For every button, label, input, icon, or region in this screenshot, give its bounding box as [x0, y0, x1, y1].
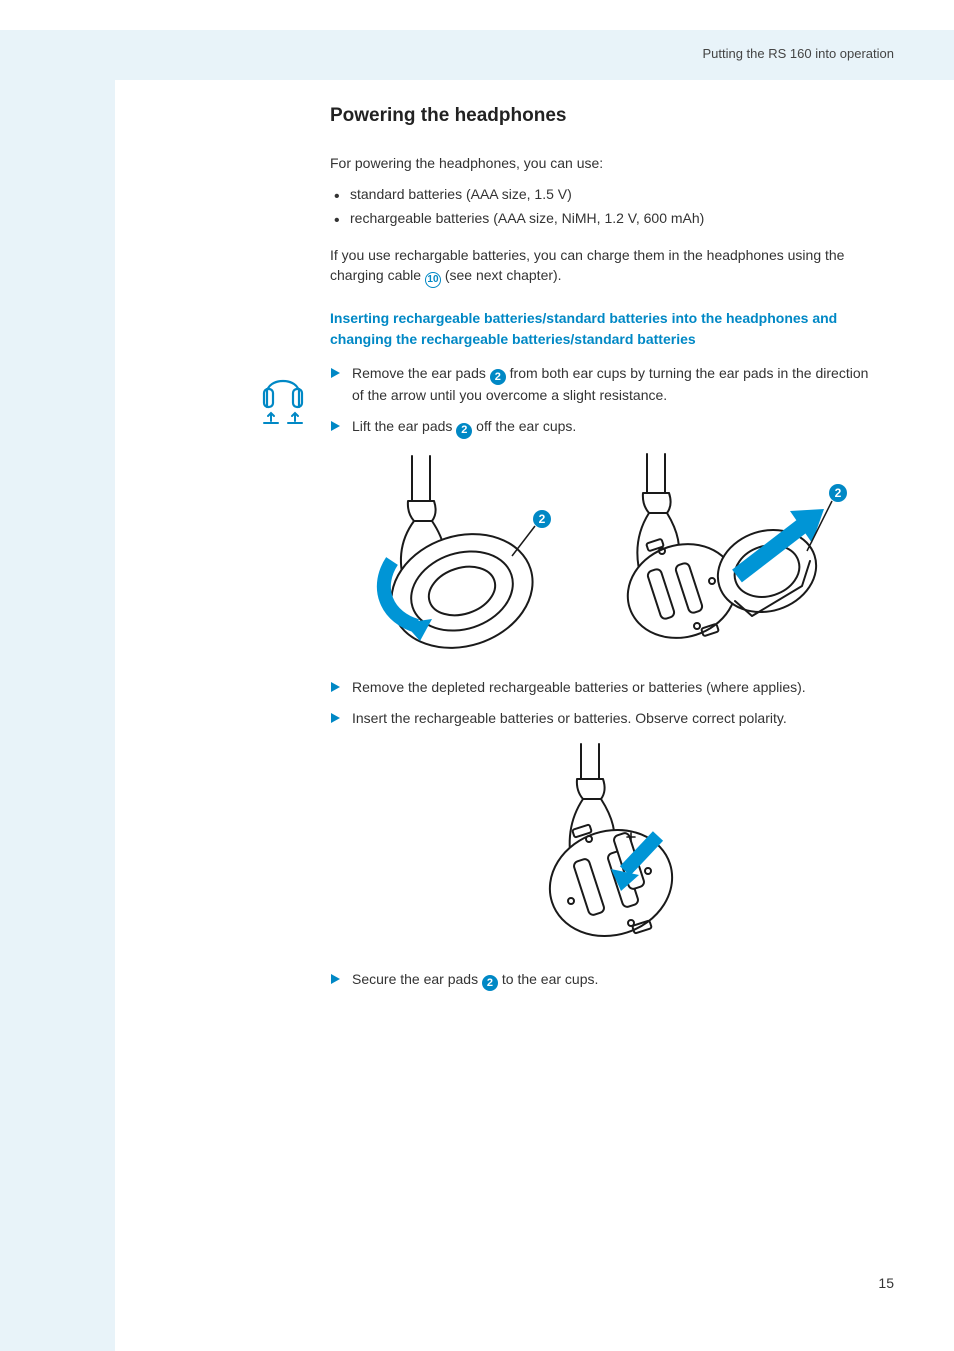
- step-bullet-icon: [330, 420, 341, 432]
- text-fragment: off the ear cups.: [472, 418, 576, 434]
- main-content: Powering the headphones For powering the…: [330, 105, 875, 1001]
- text-fragment: Remove the depleted rechargeable batteri…: [352, 679, 806, 695]
- step-bullet-icon: [330, 681, 341, 693]
- reference-badge-2: 2: [482, 975, 498, 991]
- page-number: 15: [878, 1275, 894, 1291]
- step-3: Remove the depleted rechargeable batteri…: [330, 677, 875, 698]
- step-bullet-icon: [330, 712, 341, 724]
- step-5: Secure the ear pads 2 to the ear cups.: [330, 969, 875, 991]
- step-bullet-icon: [330, 973, 341, 985]
- page-title: Powering the headphones: [330, 105, 875, 127]
- figure-insert-battery: [330, 741, 875, 951]
- text-fragment: Remove the ear pads: [352, 365, 490, 381]
- charging-note: If you use rechargable batteries, you ca…: [330, 245, 875, 289]
- figure-row-remove-pads: 2: [352, 451, 875, 659]
- text-fragment: Insert the rechargeable batteries or bat…: [352, 710, 787, 726]
- text-fragment: Lift the ear pads: [352, 418, 456, 434]
- list-item: rechargeable batteries (AAA size, NiMH, …: [330, 207, 875, 231]
- reference-badge-10: 10: [425, 272, 441, 288]
- step-4: Insert the rechargeable batteries or bat…: [330, 708, 875, 729]
- figure-lift-earpad: 2: [602, 451, 852, 659]
- step-1: Remove the ear pads 2 from both ear cups…: [330, 363, 875, 406]
- reference-badge-2: 2: [456, 423, 472, 439]
- headphones-up-arrows-icon: [258, 365, 308, 430]
- subheading: Inserting rechargeable batteries/standar…: [330, 308, 875, 349]
- reference-badge-2: 2: [490, 369, 506, 385]
- figure-twist-earpad: 2: [352, 451, 572, 659]
- figure-label: 2: [539, 512, 546, 526]
- step-bullet-icon: [330, 367, 341, 379]
- step-2: Lift the ear pads 2 off the ear cups.: [330, 416, 875, 438]
- running-header: Putting the RS 160 into operation: [702, 46, 894, 61]
- intro-text: For powering the headphones, you can use…: [330, 153, 875, 173]
- text-fragment: If you use rechargable batteries, you ca…: [330, 247, 844, 283]
- text-fragment: (see next chapter).: [441, 267, 562, 283]
- text-fragment: to the ear cups.: [498, 971, 598, 987]
- text-fragment: Secure the ear pads: [352, 971, 482, 987]
- page: Putting the RS 160 into operation Poweri…: [0, 0, 954, 1351]
- list-item: standard batteries (AAA size, 1.5 V): [330, 183, 875, 207]
- figure-label: 2: [835, 486, 842, 500]
- battery-types-list: standard batteries (AAA size, 1.5 V) rec…: [330, 183, 875, 231]
- left-band: [0, 30, 115, 1351]
